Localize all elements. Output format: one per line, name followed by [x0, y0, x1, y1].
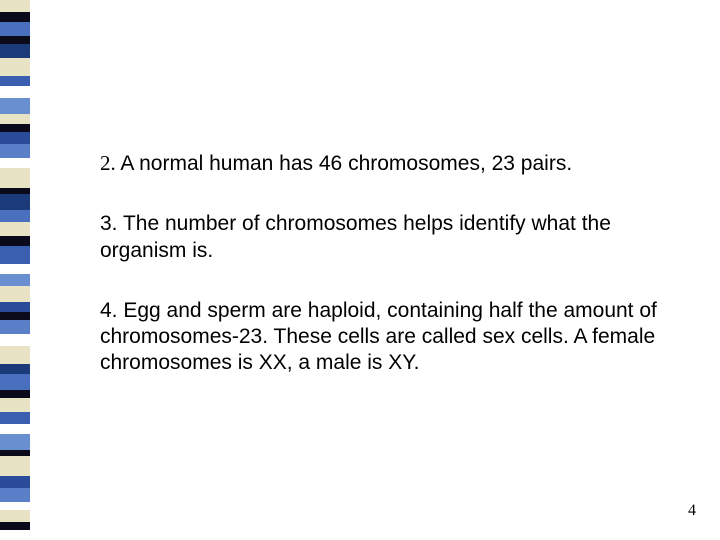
stripe [0, 76, 30, 86]
stripe [0, 502, 30, 510]
stripe [0, 312, 30, 320]
stripe [0, 86, 30, 98]
item-text: A normal human has 46 chromosomes, 23 pa… [116, 152, 572, 175]
list-item: 4. Egg and sperm are haploid, containing… [100, 298, 670, 377]
stripe [0, 434, 30, 450]
stripe [0, 144, 30, 158]
stripe [0, 346, 30, 364]
stripe [0, 522, 30, 530]
stripe [0, 374, 30, 390]
decorative-sidebar [0, 0, 30, 540]
stripe [0, 510, 30, 522]
stripe [0, 334, 30, 346]
stripe [0, 98, 30, 114]
stripe [0, 194, 30, 210]
slide-content: 2. A normal human has 46 chromosomes, 23… [100, 150, 670, 411]
stripe [0, 132, 30, 144]
stripe [0, 22, 30, 36]
stripe [0, 36, 30, 44]
stripe [0, 286, 30, 302]
stripe [0, 488, 30, 502]
item-number: 2. [100, 151, 116, 175]
list-item: 2. A normal human has 46 chromosomes, 23… [100, 150, 670, 177]
stripe [0, 274, 30, 286]
stripe [0, 58, 30, 76]
stripe [0, 158, 30, 168]
stripe [0, 456, 30, 476]
stripe [0, 264, 30, 274]
stripe [0, 412, 30, 424]
stripe [0, 0, 30, 12]
stripe [0, 124, 30, 132]
item-text: 4. Egg and sperm are haploid, containing… [100, 299, 657, 375]
stripe [0, 114, 30, 124]
stripe [0, 210, 30, 222]
stripe [0, 236, 30, 246]
stripe [0, 168, 30, 188]
stripe [0, 320, 30, 334]
stripe [0, 390, 30, 398]
list-item: 3. The number of chromosomes helps ident… [100, 211, 670, 264]
stripe [0, 302, 30, 312]
stripe [0, 398, 30, 412]
page-number: 4 [688, 502, 696, 520]
stripe [0, 12, 30, 22]
stripe [0, 44, 30, 58]
stripe [0, 246, 30, 264]
stripe [0, 424, 30, 434]
item-text: 3. The number of chromosomes helps ident… [100, 212, 611, 261]
stripe [0, 476, 30, 488]
stripe [0, 364, 30, 374]
stripe [0, 222, 30, 236]
